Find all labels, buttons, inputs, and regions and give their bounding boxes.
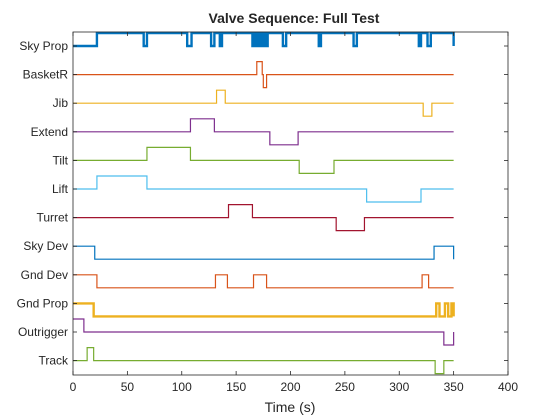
trace-basketr: [73, 61, 454, 89]
y-tick-label-jib: Jib: [53, 96, 69, 110]
x-axis-label: Time (s): [265, 399, 316, 415]
trace-gnd-prop: [73, 302, 455, 318]
trace-extend: [73, 118, 454, 146]
trace-track: [73, 347, 454, 375]
trace-turret: [73, 204, 454, 232]
y-tick-label-sky-dev: Sky Dev: [23, 239, 68, 253]
trace-sky-dev: [73, 245, 455, 260]
x-tick-label-150: 150: [226, 380, 246, 394]
y-tick-label-outrigger: Outrigger: [18, 325, 68, 339]
trace-gnd-dev: [73, 274, 454, 289]
y-tick-label-extend: Extend: [31, 125, 68, 139]
x-axis: 0 50 100 150 200 250 300 350 400: [70, 32, 518, 394]
x-tick-label-0: 0: [70, 380, 77, 394]
trace-outrigger: [73, 318, 455, 346]
y-tick-label-sky-prop: Sky Prop: [19, 39, 68, 53]
trace-tilt: [73, 146, 454, 174]
x-tick-label-100: 100: [172, 380, 192, 394]
trace-sky-prop: [73, 31, 455, 48]
series-traces: [73, 31, 455, 375]
x-tick-label-250: 250: [335, 380, 355, 394]
x-tick-label-200: 200: [280, 380, 300, 394]
plot-frame: [72, 31, 509, 376]
x-tick-label-350: 350: [444, 380, 464, 394]
x-tick-label-50: 50: [121, 380, 135, 394]
y-axis: Sky Prop BasketR Jib Extend Tilt Lift Turret Sk…: [17, 39, 508, 368]
chart-title: Valve Sequence: Full Test: [209, 10, 380, 26]
x-tick-label-400: 400: [498, 380, 518, 394]
y-tick-label-track: Track: [38, 354, 69, 368]
y-tick-label-basketr: BasketR: [23, 68, 69, 82]
y-tick-label-gnd-prop: Gnd Prop: [17, 296, 69, 310]
x-tick-label-300: 300: [389, 380, 409, 394]
y-tick-label-turret: Turret: [36, 211, 68, 225]
y-tick-label-tilt: Tilt: [52, 153, 68, 167]
trace-lift: [73, 175, 454, 203]
y-tick-label-lift: Lift: [52, 182, 69, 196]
y-tick-label-gnd-dev: Gnd Dev: [21, 268, 68, 282]
trace-jib: [73, 89, 454, 117]
